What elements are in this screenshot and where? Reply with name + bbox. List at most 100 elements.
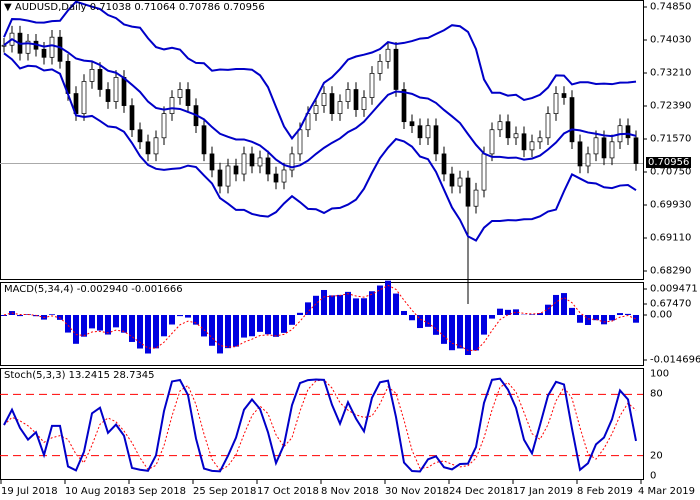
candle-body	[89, 69, 95, 82]
date-label: 24 Dec 2018	[449, 486, 513, 497]
stoch-tick-label: 20	[650, 450, 663, 462]
candle-body	[177, 89, 183, 98]
candle-body	[569, 97, 575, 143]
macd-bar	[401, 310, 407, 315]
candle-body	[201, 125, 207, 155]
macd-bar	[377, 285, 383, 315]
macd-bar	[241, 315, 247, 338]
candle-body	[361, 97, 367, 110]
macd-bar	[409, 315, 415, 321]
candle-body	[257, 157, 263, 167]
macd-bar	[1, 315, 7, 316]
macd-bar	[121, 315, 127, 333]
candle-body	[113, 77, 119, 102]
macd-bar	[233, 315, 239, 347]
current-price-tag: 0.70956	[646, 157, 692, 168]
candle-body	[601, 137, 607, 159]
macd-bar	[489, 315, 495, 319]
macd-bar	[161, 315, 167, 337]
candle-body	[425, 125, 431, 139]
candle-body	[249, 153, 255, 167]
candle-body	[289, 153, 295, 171]
macd-bar	[169, 315, 175, 325]
price-tick-label: 0.68290	[650, 265, 692, 277]
bollinger-middle	[3, 37, 637, 169]
candle-body	[25, 40, 31, 54]
candle-body	[225, 165, 231, 187]
candle-body	[545, 113, 551, 139]
price-tick-label: 0.69930	[650, 199, 692, 211]
candle-body	[465, 177, 471, 207]
date-label: 8 Feb 2019	[577, 486, 633, 497]
candle-body	[521, 133, 527, 151]
candle-body	[561, 93, 567, 98]
candle-body	[577, 141, 583, 167]
candle-body	[369, 73, 375, 98]
macd-bar	[425, 315, 431, 327]
macd-bar	[97, 315, 103, 331]
candle-body	[121, 77, 127, 106]
candle-body	[97, 69, 103, 90]
candle-body	[153, 137, 159, 155]
candle-body	[385, 48, 391, 62]
candle-body	[345, 89, 351, 102]
price-tick-label: 0.74850	[650, 1, 692, 13]
candle-body	[105, 89, 111, 102]
macd-bar	[17, 315, 23, 317]
stoch-tick-label: 0	[650, 470, 657, 482]
symbol-label: AUDUSD,Daily	[14, 2, 87, 13]
candle-body	[145, 141, 151, 155]
macd-bar	[497, 308, 503, 315]
macd-bar	[273, 315, 279, 337]
candle-body	[329, 93, 335, 114]
macd-bar	[193, 315, 199, 325]
macd-bar	[393, 293, 399, 315]
bollinger-lower	[3, 52, 637, 242]
macd-bar	[337, 294, 343, 315]
macd-bar	[433, 315, 439, 335]
candle-body	[585, 153, 591, 167]
candle-body	[169, 97, 175, 114]
macd-bar	[89, 315, 95, 329]
candle-body	[609, 141, 615, 159]
candle-body	[409, 121, 415, 127]
candle-body	[1, 44, 7, 47]
macd-bar	[569, 307, 575, 315]
macd-bar	[105, 315, 111, 335]
candle-body	[273, 173, 279, 183]
candle-body	[41, 48, 47, 58]
macd-bar	[329, 295, 335, 315]
macd-bar	[449, 315, 455, 351]
candle-body	[353, 89, 359, 110]
macd-bar	[465, 315, 471, 355]
dropdown-icon[interactable]: ▼	[4, 2, 15, 13]
candle-body	[241, 153, 247, 175]
macd-bar	[249, 315, 255, 337]
macd-bar	[585, 315, 591, 325]
macd-bar	[177, 315, 183, 317]
macd-bar	[369, 291, 375, 315]
candle-body	[449, 173, 455, 187]
date-label: 17 Jan 2019	[513, 486, 573, 497]
ohlc-values: 0.71038 0.71064 0.70786 0.70956	[89, 2, 265, 13]
candle-body	[209, 153, 215, 171]
stoch-tick-label: 100	[650, 368, 670, 380]
candle-body	[297, 129, 303, 155]
price-tick-label: 0.67470	[650, 298, 692, 310]
price-tick-label: 0.69110	[650, 232, 692, 244]
candle-body	[553, 93, 559, 114]
candle-body	[129, 105, 135, 131]
macd-bar	[113, 315, 119, 328]
macd-bar	[545, 304, 551, 315]
macd-bar	[321, 289, 327, 315]
candle-body	[417, 125, 423, 139]
macd-bar	[209, 315, 215, 346]
candle-body	[265, 157, 271, 175]
macd-bar	[297, 312, 303, 315]
macd-bar	[473, 315, 479, 351]
macd-bar	[137, 315, 143, 349]
stoch-tick-label: 80	[650, 388, 663, 400]
macd-bar	[81, 315, 87, 337]
